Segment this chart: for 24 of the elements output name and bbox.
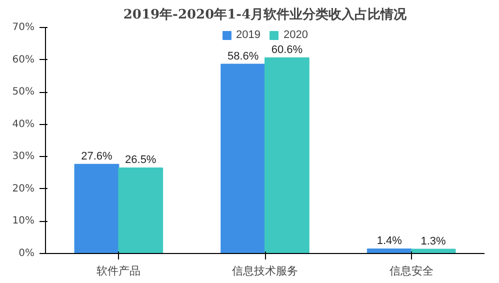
- x-tick-label: 信息安全: [389, 264, 434, 278]
- y-tick-label: 70%: [12, 22, 35, 33]
- bar: [264, 57, 310, 254]
- bar: [74, 164, 120, 254]
- data-label: 1.4%: [376, 234, 402, 247]
- chart-title: 2019年-2020年1-4月软件业分类收入占比情况: [123, 6, 408, 22]
- data-label: 27.6%: [81, 150, 113, 162]
- y-tick-label: 50%: [12, 86, 35, 98]
- bar: [220, 64, 266, 254]
- y-tick-label: 10%: [12, 216, 35, 227]
- data-label: 60.6%: [271, 44, 303, 56]
- legend-label: 2019: [236, 29, 260, 41]
- y-tick-label: 60%: [12, 54, 35, 66]
- legend-label: 2020: [284, 29, 308, 41]
- data-label: 1.3%: [420, 235, 446, 248]
- bar: [118, 167, 164, 254]
- x-tick-label: 软件产品: [96, 264, 141, 278]
- y-tick-label: 30%: [12, 151, 35, 162]
- y-tick-label: 0%: [18, 248, 35, 259]
- x-tick-label: 信息技术服务: [232, 264, 298, 278]
- y-tick-label: 20%: [12, 183, 35, 194]
- data-label: 58.6%: [227, 50, 259, 62]
- y-tick-label: 40%: [12, 118, 35, 130]
- data-label: 26.5%: [125, 154, 156, 166]
